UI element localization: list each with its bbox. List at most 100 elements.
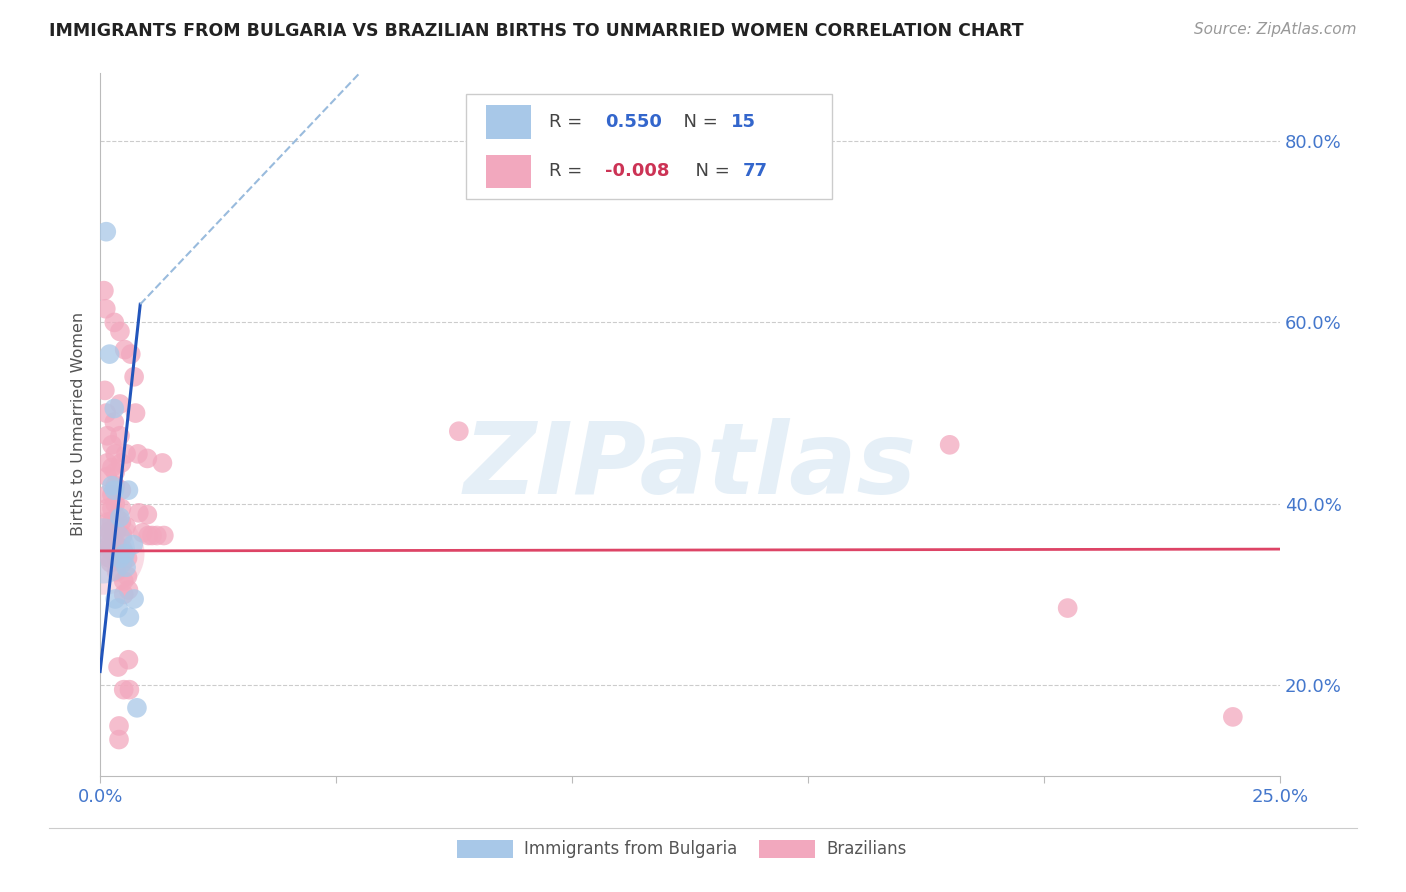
Text: N =: N = — [685, 162, 735, 180]
Point — [104, 497, 127, 511]
Point — [96, 456, 118, 470]
Point — [111, 556, 134, 570]
Text: IMMIGRANTS FROM BULGARIA VS BRAZILIAN BIRTHS TO UNMARRIED WOMEN CORRELATION CHAR: IMMIGRANTS FROM BULGARIA VS BRAZILIAN BI… — [49, 22, 1024, 40]
Point — [96, 488, 118, 502]
FancyBboxPatch shape — [465, 94, 832, 200]
Text: ZIPatlas: ZIPatlas — [464, 418, 917, 515]
Point — [111, 542, 134, 557]
Point — [141, 528, 163, 542]
Point — [114, 343, 136, 357]
Point — [98, 524, 121, 538]
Point — [124, 406, 146, 420]
Point — [108, 551, 131, 566]
Point — [103, 483, 125, 498]
Point — [117, 582, 139, 597]
Point — [115, 560, 138, 574]
Point — [98, 538, 121, 552]
Y-axis label: Births to Unmarried Women: Births to Unmarried Women — [72, 312, 86, 536]
Point — [145, 528, 167, 542]
Text: R =: R = — [548, 162, 588, 180]
Point — [111, 528, 134, 542]
Point — [105, 524, 128, 538]
Point — [108, 719, 131, 733]
Point — [97, 542, 120, 557]
Point — [115, 519, 138, 533]
Point — [117, 551, 139, 566]
Point — [103, 415, 125, 429]
Point — [110, 456, 132, 470]
Point — [112, 574, 135, 588]
Point — [110, 501, 132, 516]
Text: R =: R = — [548, 113, 588, 131]
Point — [115, 447, 138, 461]
Point — [96, 469, 118, 483]
Point — [1222, 710, 1244, 724]
Point — [447, 424, 470, 438]
Point — [97, 528, 120, 542]
Point — [105, 538, 128, 552]
Point — [117, 569, 139, 583]
Point — [108, 732, 131, 747]
Point — [110, 515, 132, 529]
Point — [96, 406, 118, 420]
Point — [122, 538, 145, 552]
Point — [152, 456, 174, 470]
Text: Brazilians: Brazilians — [827, 840, 907, 858]
Point — [127, 447, 149, 461]
Point — [120, 347, 142, 361]
Point — [94, 301, 117, 316]
Point — [101, 488, 124, 502]
Point — [101, 501, 124, 516]
Point — [112, 587, 135, 601]
Point — [118, 682, 141, 697]
Point — [91, 544, 114, 558]
Point — [107, 660, 129, 674]
Text: Immigrants from Bulgaria: Immigrants from Bulgaria — [524, 840, 738, 858]
Point — [108, 325, 131, 339]
Point — [101, 478, 124, 492]
Point — [136, 508, 159, 522]
Point — [108, 429, 131, 443]
Text: 0.550: 0.550 — [605, 113, 662, 131]
FancyBboxPatch shape — [486, 105, 531, 139]
Point — [136, 451, 159, 466]
Point — [105, 565, 128, 579]
Point — [101, 438, 124, 452]
Point — [104, 447, 127, 461]
Point — [128, 506, 150, 520]
Point — [1056, 601, 1078, 615]
Point — [122, 592, 145, 607]
Point — [103, 542, 125, 557]
Point — [118, 610, 141, 624]
Point — [153, 528, 176, 542]
Point — [93, 547, 115, 561]
Text: N =: N = — [672, 113, 724, 131]
Point — [104, 478, 127, 492]
Point — [122, 369, 145, 384]
Point — [103, 315, 125, 329]
Point — [96, 225, 118, 239]
Point — [104, 465, 127, 479]
FancyBboxPatch shape — [486, 154, 531, 188]
Point — [98, 347, 121, 361]
Text: 77: 77 — [744, 162, 768, 180]
Point — [97, 515, 120, 529]
Point — [98, 551, 121, 566]
Point — [104, 592, 127, 607]
Point — [101, 515, 124, 529]
Point — [105, 551, 128, 566]
Point — [110, 483, 132, 498]
Point — [938, 438, 960, 452]
Point — [107, 601, 129, 615]
Text: 15: 15 — [731, 113, 756, 131]
Point — [101, 460, 124, 475]
Point — [136, 528, 159, 542]
Point — [103, 401, 125, 416]
Text: Source: ZipAtlas.com: Source: ZipAtlas.com — [1194, 22, 1357, 37]
Point — [100, 542, 122, 557]
Point — [117, 653, 139, 667]
Point — [117, 483, 139, 498]
Point — [125, 701, 148, 715]
Point — [108, 510, 131, 524]
Point — [93, 284, 115, 298]
